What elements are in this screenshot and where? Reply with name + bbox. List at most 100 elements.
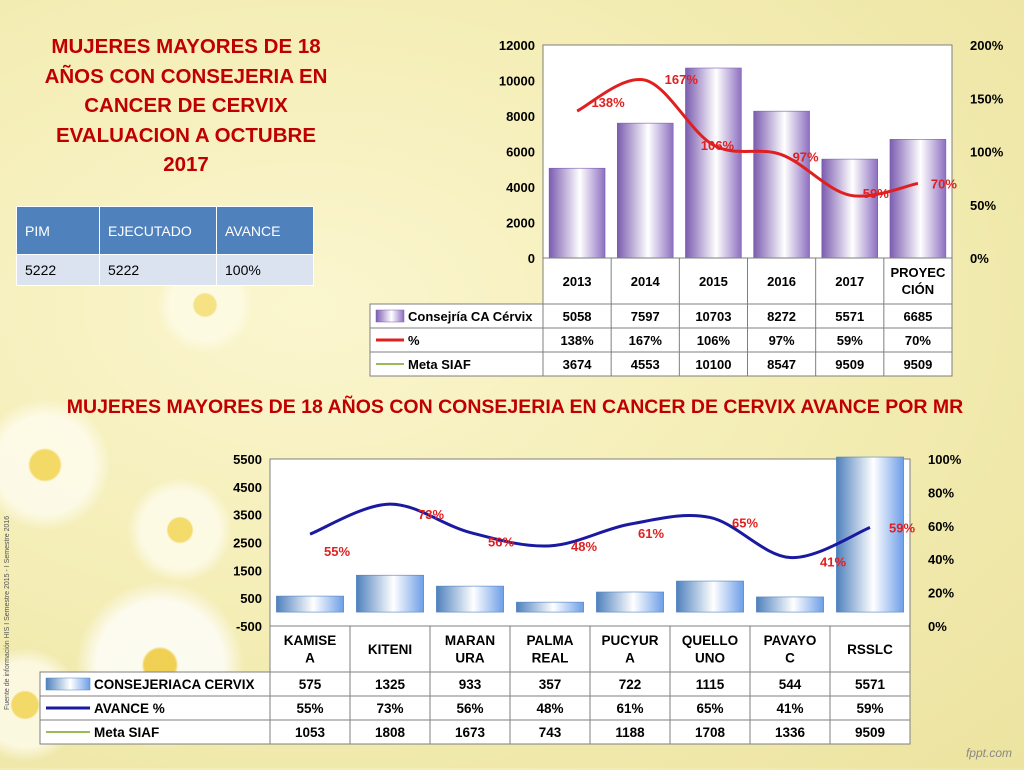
category-label-line: UNO	[695, 651, 725, 666]
table-value: 70%	[905, 333, 931, 348]
table-value: 1053	[295, 725, 326, 740]
bar	[516, 601, 584, 613]
bar	[436, 585, 504, 613]
category-label: 2016	[767, 274, 796, 289]
category-label-line: C	[785, 651, 795, 666]
y-tick-label: 4000	[506, 180, 535, 195]
table-value: 5571	[855, 677, 886, 692]
table-value: 722	[619, 677, 642, 692]
table-value: 5058	[563, 309, 592, 324]
bar	[676, 580, 744, 613]
table-value: 9509	[835, 357, 864, 372]
table-value: 1673	[455, 725, 486, 740]
category-label-line: PUCYUR	[601, 633, 658, 648]
avance-value: 100%	[216, 254, 314, 286]
bar	[753, 110, 810, 259]
data-label: 138%	[591, 95, 625, 110]
bar	[617, 122, 674, 259]
y2-tick-label: 0%	[970, 251, 989, 266]
y-tick-label: 2000	[506, 216, 535, 231]
category-label-line: CIÓN	[902, 282, 935, 297]
category-label-line: PROYEC	[890, 265, 946, 280]
y-tick-label: 4500	[233, 480, 262, 495]
category-label: QUELLO UNO	[682, 633, 738, 666]
y-tick-label: 0	[528, 251, 535, 266]
y-tick-label: -500	[236, 619, 262, 634]
table-value: 1708	[695, 725, 726, 740]
y-tick-label: 12000	[499, 38, 535, 53]
data-label: 59%	[889, 520, 915, 535]
table-value: 3674	[563, 357, 593, 372]
category-label-line: QUELLO	[682, 633, 738, 648]
table-value: 1336	[775, 725, 806, 740]
table-value: 1808	[375, 725, 406, 740]
legend-label: AVANCE %	[94, 701, 165, 716]
bar	[836, 456, 904, 613]
source-note: Fuente de información HIS I Semestre 201…	[4, 515, 11, 710]
category-label-line: KAMISE	[284, 633, 337, 648]
watermark: fppt.com	[965, 746, 1012, 760]
table-value: 9509	[855, 725, 885, 740]
category-label: KAMISE A	[284, 633, 337, 666]
category-label-line: A	[625, 651, 635, 666]
series-line	[309, 502, 871, 560]
category-label: KITENI	[368, 642, 412, 657]
category-label: RSSLC	[847, 642, 893, 657]
data-label: 59%	[863, 186, 889, 201]
bar	[756, 596, 824, 613]
y2-tick-label: 40%	[928, 552, 954, 567]
table-value: 8547	[767, 357, 796, 372]
category-label: PALMA REAL	[527, 633, 574, 666]
table-value: 167%	[629, 333, 663, 348]
data-label: 73%	[418, 507, 444, 522]
category-label: MARAN URA	[445, 633, 495, 666]
bar	[889, 139, 947, 259]
y2-tick-label: 20%	[928, 586, 954, 601]
table-value: 48%	[536, 701, 563, 716]
ejecutado-header: EJECUTADO	[99, 206, 217, 255]
legend-label: Meta SIAF	[94, 725, 159, 740]
y-tick-label: 3500	[233, 508, 262, 523]
ejecutado-value: 5222	[99, 254, 217, 286]
y2-tick-label: 200%	[970, 38, 1004, 53]
data-label: 61%	[638, 526, 664, 541]
legend-label: Consejría CA Cérvix	[408, 309, 533, 324]
top-title: MUJERES MAYORES DE 18 AÑOS CON CONSEJERI…	[44, 35, 328, 176]
avance-header: AVANCE	[216, 206, 314, 255]
table-value: 544	[779, 677, 802, 692]
category-label: 2014	[631, 274, 661, 289]
y-tick-label: 500	[240, 591, 262, 606]
table-value: 106%	[697, 333, 731, 348]
table-value: 5571	[835, 309, 864, 324]
table-value: 743	[539, 725, 562, 740]
y-tick-label: 8000	[506, 109, 535, 124]
y-tick-label: 1500	[233, 563, 262, 578]
category-label-line: REAL	[532, 651, 569, 666]
y2-tick-label: 150%	[970, 91, 1004, 106]
table-value: 357	[539, 677, 562, 692]
y-tick-label: 2500	[233, 536, 262, 551]
data-label: 41%	[820, 555, 846, 570]
data-label: 106%	[701, 138, 735, 153]
legend-key-bar	[45, 677, 91, 691]
table-value: 138%	[560, 333, 594, 348]
category-label: 2015	[699, 274, 728, 289]
category-label-line: MARAN	[445, 633, 495, 648]
table-value: 10703	[695, 309, 731, 324]
y2-tick-label: 60%	[928, 519, 954, 534]
bar	[356, 574, 424, 613]
data-label: 56%	[488, 534, 514, 549]
table-value: 575	[299, 677, 322, 692]
legend-label: %	[408, 333, 420, 348]
table-value: 933	[459, 677, 482, 692]
category-label-line: PAVAYO	[764, 633, 817, 648]
y2-tick-label: 50%	[970, 198, 996, 213]
data-label: 97%	[793, 150, 819, 165]
table-value: 1188	[615, 725, 645, 740]
category-label-line: A	[305, 651, 315, 666]
table-value: 8272	[767, 309, 796, 324]
y2-tick-label: 100%	[928, 452, 962, 467]
legend-key-bar	[375, 309, 405, 323]
bar	[596, 591, 664, 613]
table-value: 55%	[296, 701, 323, 716]
